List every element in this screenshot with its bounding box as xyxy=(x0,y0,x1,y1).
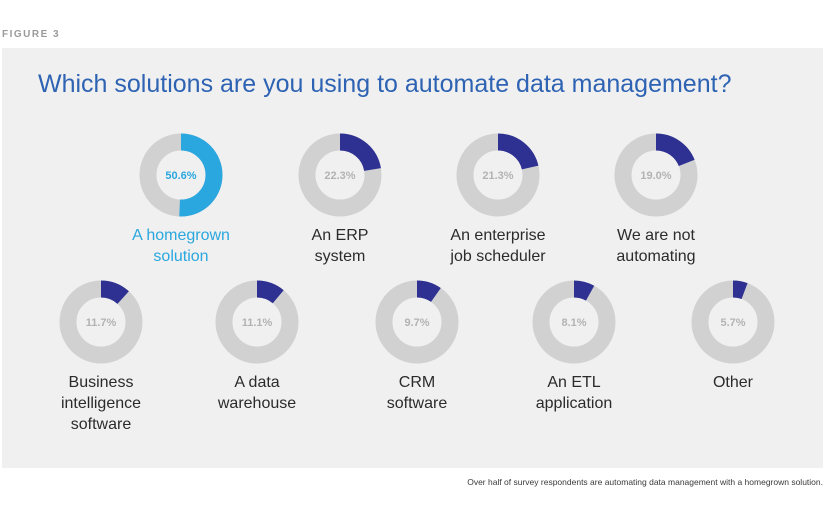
category-label-line: We are not xyxy=(617,227,695,244)
donut-value-arc xyxy=(59,280,143,364)
donut-value-label: 22.3% xyxy=(324,170,355,182)
category-label-line: intelligence xyxy=(60,395,142,412)
category-label-line: An ERP xyxy=(311,227,369,244)
donut-value-label: 5.7% xyxy=(720,317,745,329)
category-label-line: An ETL xyxy=(547,374,601,391)
category-label-a-homegrown-solution: A homegrown solution xyxy=(106,225,256,267)
category-label-line: solution xyxy=(153,248,209,265)
donut-value-label: 50.6% xyxy=(165,170,196,182)
category-label-crm-software: CRM software xyxy=(342,372,492,414)
category-label-line: job scheduler xyxy=(450,248,546,265)
donut-value-label: 11.7% xyxy=(86,317,117,329)
donut-value-label: 9.7% xyxy=(404,317,429,329)
category-label-business-intelligence-software: Business intelligence software xyxy=(26,372,176,435)
category-label-line: software xyxy=(386,395,448,412)
donut-other: 5.7% xyxy=(688,277,778,367)
chart-panel: Which solutions are you using to automat… xyxy=(2,48,823,468)
donut-svg-a-homegrown-solution: 50.6% xyxy=(139,133,223,217)
donut-svg-an-enterprise-job-scheduler: 21.3% xyxy=(456,133,540,217)
figure-caption: Over half of survey respondents are auto… xyxy=(467,477,823,487)
donut-svg-other: 5.7% xyxy=(691,280,775,364)
donut-svg-crm-software: 9.7% xyxy=(375,280,459,364)
donut-business-intelligence-software: 11.7% xyxy=(56,277,146,367)
category-label-line: An enterprise xyxy=(450,227,546,244)
donut-value-arc xyxy=(691,280,775,364)
donut-an-etl-application: 8.1% xyxy=(529,277,619,367)
donut-value-label: 19.0% xyxy=(640,170,671,182)
figure-label: FIGURE 3 xyxy=(2,29,61,40)
category-label-we-are-not-automating: We are not automating xyxy=(581,225,731,267)
donut-value-arc xyxy=(375,280,459,364)
category-label-line: warehouse xyxy=(217,395,297,412)
category-label-an-enterprise-job-scheduler: An enterprise job scheduler xyxy=(423,225,573,267)
donut-value-label: 11.1% xyxy=(242,317,273,329)
donut-svg-an-etl-application: 8.1% xyxy=(532,280,616,364)
donut-svg-an-erp-system: 22.3% xyxy=(298,133,382,217)
donut-a-data-warehouse: 11.1% xyxy=(212,277,302,367)
chart-title: Which solutions are you using to automat… xyxy=(38,70,732,98)
category-label-line: software xyxy=(70,416,132,433)
category-label-an-etl-application: An ETL application xyxy=(499,372,649,414)
donut-crm-software: 9.7% xyxy=(372,277,462,367)
category-label-line: automating xyxy=(616,248,696,265)
donut-value-label: 8.1% xyxy=(561,317,586,329)
donut-value-arc xyxy=(215,280,299,364)
category-label-line: A data xyxy=(234,374,280,391)
donut-svg-we-are-not-automating: 19.0% xyxy=(614,133,698,217)
donut-value-arc xyxy=(298,133,382,217)
category-label-an-erp-system: An ERP system xyxy=(265,225,415,267)
category-label-line: application xyxy=(535,395,613,412)
donut-svg-a-data-warehouse: 11.1% xyxy=(215,280,299,364)
donut-an-erp-system: 22.3% xyxy=(295,130,385,220)
donut-we-are-not-automating: 19.0% xyxy=(611,130,701,220)
donut-value-arc xyxy=(456,133,540,217)
category-label-line: CRM xyxy=(398,374,436,391)
donut-svg-business-intelligence-software: 11.7% xyxy=(59,280,143,364)
category-label-line: system xyxy=(314,248,366,265)
donut-an-enterprise-job-scheduler: 21.3% xyxy=(453,130,543,220)
category-label-line: A homegrown xyxy=(132,227,230,244)
donut-value-arc xyxy=(139,133,223,217)
category-label-line: Business xyxy=(68,374,134,391)
category-label-line: Other xyxy=(712,374,753,391)
donut-a-homegrown-solution: 50.6% xyxy=(136,130,226,220)
donut-value-label: 21.3% xyxy=(482,170,513,182)
donut-value-arc xyxy=(532,280,616,364)
category-label-a-data-warehouse: A data warehouse xyxy=(182,372,332,414)
category-label-other: Other xyxy=(658,372,808,393)
donut-value-arc xyxy=(614,133,698,217)
